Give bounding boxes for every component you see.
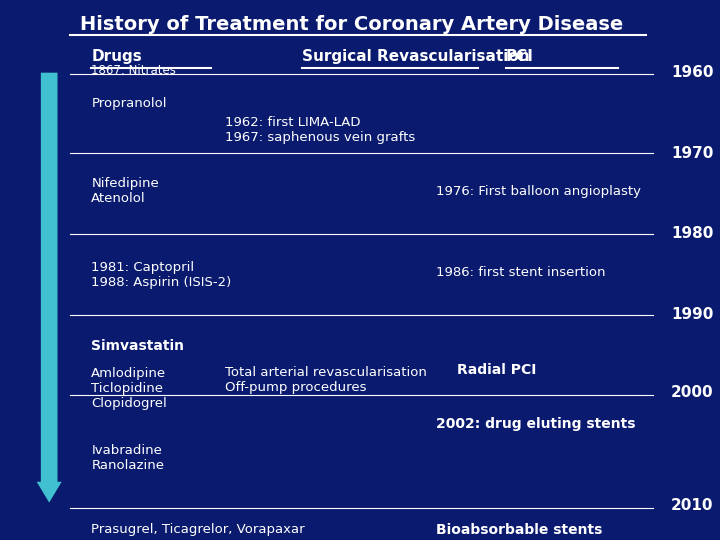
Text: Surgical Revascularisation: Surgical Revascularisation (302, 49, 530, 64)
Text: 1970: 1970 (671, 146, 714, 161)
Text: 1981: Captopril
1988: Aspirin (ISIS-2): 1981: Captopril 1988: Aspirin (ISIS-2) (91, 261, 232, 289)
Text: 1960: 1960 (671, 65, 714, 80)
Text: 2000: 2000 (671, 385, 714, 400)
FancyArrowPatch shape (37, 73, 62, 503)
Text: 2002: drug eluting stents: 2002: drug eluting stents (436, 417, 635, 431)
Text: Propranolol: Propranolol (91, 97, 167, 110)
Text: 1980: 1980 (671, 226, 714, 241)
Text: PCI: PCI (505, 49, 534, 64)
Text: Prasugrel, Ticagrelor, Vorapaxar: Prasugrel, Ticagrelor, Vorapaxar (91, 523, 305, 536)
Text: History of Treatment for Coronary Artery Disease: History of Treatment for Coronary Artery… (80, 15, 623, 33)
Text: 1990: 1990 (671, 307, 714, 322)
Text: Ivabradine
Ranolazine: Ivabradine Ranolazine (91, 443, 164, 471)
Text: 1976: First balloon angioplasty: 1976: First balloon angioplasty (436, 185, 641, 199)
Text: Simvastatin: Simvastatin (91, 339, 184, 353)
Text: 2010: 2010 (671, 498, 714, 513)
Text: Radial PCI: Radial PCI (456, 363, 536, 377)
Text: Amlodipine
Ticlopidine
Clopidogrel: Amlodipine Ticlopidine Clopidogrel (91, 367, 167, 410)
Text: 1867: Nitrates: 1867: Nitrates (91, 64, 176, 77)
Text: Bioabsorbable stents: Bioabsorbable stents (436, 523, 602, 537)
Text: 1962: first LIMA-LAD
1967: saphenous vein grafts: 1962: first LIMA-LAD 1967: saphenous vei… (225, 116, 415, 144)
Text: Nifedipine
Atenolol: Nifedipine Atenolol (91, 178, 159, 205)
Text: Total arterial revascularisation
Off-pump procedures: Total arterial revascularisation Off-pum… (225, 366, 427, 394)
Text: 1986: first stent insertion: 1986: first stent insertion (436, 266, 605, 279)
Text: Drugs: Drugs (91, 49, 142, 64)
